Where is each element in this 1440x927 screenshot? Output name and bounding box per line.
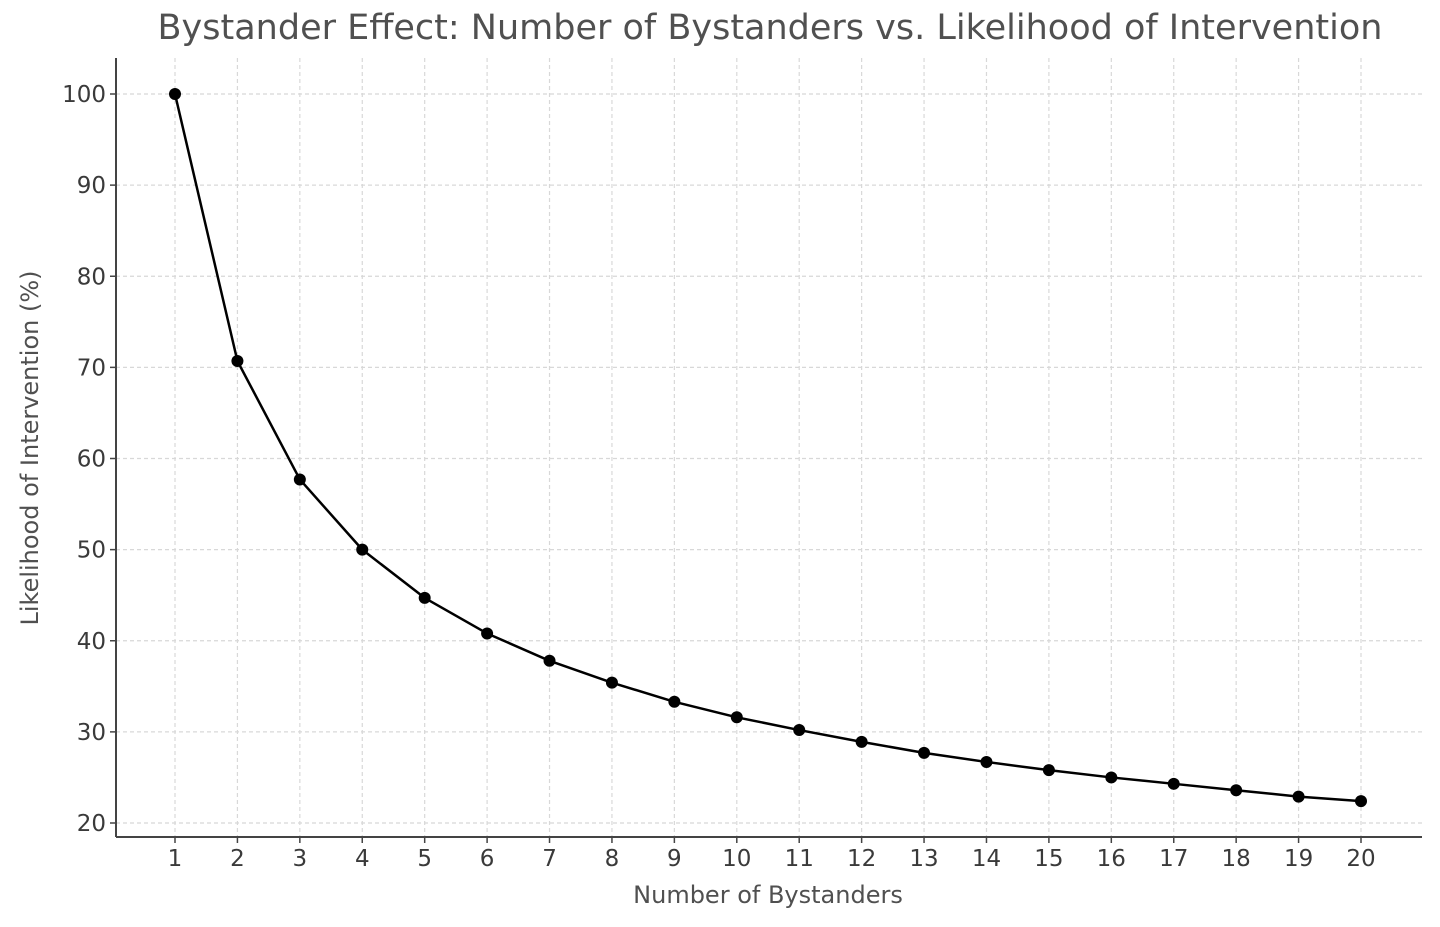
data-point xyxy=(980,755,993,768)
x-tick-label: 16 xyxy=(1097,846,1126,872)
x-tick-label: 13 xyxy=(909,846,938,872)
y-axis-label: Likelihood of Intervention (%) xyxy=(16,270,44,625)
x-tick-label: 11 xyxy=(785,846,814,872)
data-point xyxy=(1230,784,1243,797)
y-tick-label: 90 xyxy=(77,173,106,199)
y-tick-label: 30 xyxy=(77,720,106,746)
y-tick-label: 80 xyxy=(77,264,106,290)
data-point xyxy=(231,354,244,367)
x-tick-label: 6 xyxy=(480,846,495,872)
x-tick-label: 14 xyxy=(972,846,1001,872)
data-point xyxy=(918,746,931,759)
data-point xyxy=(1167,777,1180,790)
x-tick-label: 3 xyxy=(293,846,308,872)
x-tick-label: 17 xyxy=(1159,846,1188,872)
chart-title: Bystander Effect: Number of Bystanders v… xyxy=(157,8,1383,48)
x-tick-label: 19 xyxy=(1284,846,1313,872)
data-point xyxy=(1042,764,1055,777)
data-point xyxy=(293,473,306,486)
x-tick-label: 20 xyxy=(1346,846,1375,872)
data-point xyxy=(793,724,806,737)
data-point xyxy=(730,711,743,724)
y-tick-label: 20 xyxy=(77,811,106,837)
data-line xyxy=(173,93,1362,803)
y-tick-label: 40 xyxy=(77,629,106,655)
y-tick-label: 50 xyxy=(77,538,106,564)
x-tick-label: 2 xyxy=(230,846,245,872)
x-tick-label: 4 xyxy=(355,846,370,872)
data-point xyxy=(605,676,618,689)
x-tick-label: 8 xyxy=(605,846,620,872)
x-tick-label: 5 xyxy=(417,846,432,872)
x-tick-label: 1 xyxy=(168,846,183,872)
x-tick-label: 10 xyxy=(722,846,751,872)
data-point xyxy=(543,654,556,667)
x-axis-label: Number of Bystanders xyxy=(633,881,903,909)
y-tick-label: 100 xyxy=(62,82,106,108)
x-tick-label: 9 xyxy=(667,846,682,872)
data-point xyxy=(668,695,681,708)
data-point xyxy=(481,627,494,640)
y-tick-label: 60 xyxy=(77,447,106,473)
data-point xyxy=(418,591,431,604)
data-point xyxy=(1355,795,1367,808)
x-tick-label: 12 xyxy=(847,846,876,872)
data-point xyxy=(1105,771,1118,784)
x-tick-label: 7 xyxy=(542,846,557,872)
data-point xyxy=(1292,790,1305,803)
x-tick-label: 15 xyxy=(1034,846,1063,872)
data-point xyxy=(169,88,181,100)
data-point xyxy=(356,543,369,556)
x-tick-label: 18 xyxy=(1222,846,1251,872)
y-tick-label: 70 xyxy=(77,355,106,381)
data-point xyxy=(855,735,868,748)
